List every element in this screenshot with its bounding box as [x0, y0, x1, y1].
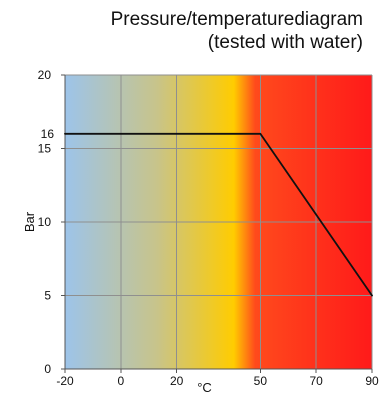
x-tick-label: 90: [365, 374, 379, 388]
x-tick-label: -20: [56, 374, 74, 388]
reference-pressure-label: 16: [41, 127, 55, 141]
x-tick-label: 50: [254, 374, 268, 388]
y-tick-label: 5: [44, 289, 51, 303]
pressure-limit-point: [259, 133, 262, 135]
y-tick-label: 0: [44, 362, 51, 376]
x-tick-label: 20: [170, 374, 184, 388]
plot-area-group: 0 5 10 15 20 16 -20 0 20 50 70 90 Bar °C: [22, 68, 379, 394]
pressure-limit-point: [64, 133, 66, 135]
x-axis-title: °C: [197, 380, 212, 394]
y-tick-label: 10: [38, 215, 52, 229]
chart-title-block: Pressure/temperaturediagram (tested with…: [23, 8, 363, 54]
y-tick-label: 15: [38, 142, 52, 156]
chart-subtitle: (tested with water): [207, 32, 363, 53]
pressure-limit-point: [371, 294, 373, 297]
y-axis-title: Bar: [22, 211, 37, 232]
y-tick-label: 20: [38, 68, 52, 82]
x-tick-label: 70: [310, 374, 324, 388]
x-tick-label: 0: [117, 374, 124, 388]
chart-title: Pressure/temperaturediagram: [110, 9, 363, 30]
